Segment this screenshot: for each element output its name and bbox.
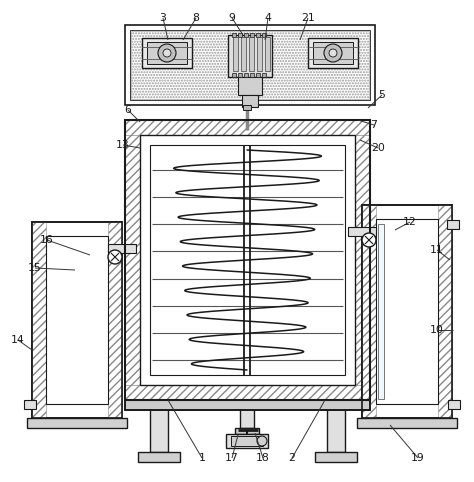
Text: 6: 6 bbox=[125, 105, 131, 115]
Bar bbox=[362, 205, 452, 418]
Circle shape bbox=[324, 44, 342, 62]
Text: 5: 5 bbox=[379, 90, 385, 100]
Bar bbox=[315, 452, 357, 462]
Bar bbox=[250, 33, 254, 37]
Bar bbox=[108, 244, 136, 253]
Text: 2: 2 bbox=[289, 453, 295, 463]
Bar bbox=[147, 42, 187, 64]
Bar bbox=[24, 400, 36, 409]
Bar bbox=[241, 37, 246, 71]
Text: 15: 15 bbox=[28, 263, 42, 273]
Circle shape bbox=[158, 44, 176, 62]
Bar bbox=[240, 400, 254, 428]
Text: 4: 4 bbox=[264, 13, 272, 23]
Bar bbox=[125, 25, 375, 105]
Circle shape bbox=[329, 49, 337, 57]
Polygon shape bbox=[362, 205, 376, 418]
Bar bbox=[327, 400, 345, 452]
Polygon shape bbox=[108, 222, 122, 418]
Bar bbox=[150, 145, 345, 375]
Bar bbox=[46, 236, 108, 404]
Bar bbox=[32, 222, 122, 418]
Text: 9: 9 bbox=[228, 13, 236, 23]
Polygon shape bbox=[140, 135, 150, 385]
Bar bbox=[142, 38, 192, 68]
Bar bbox=[238, 73, 242, 77]
Bar bbox=[27, 418, 127, 428]
Bar bbox=[232, 33, 236, 37]
Text: 13: 13 bbox=[116, 140, 130, 150]
Bar bbox=[233, 37, 238, 71]
Circle shape bbox=[163, 49, 171, 57]
Bar bbox=[362, 205, 452, 418]
Bar bbox=[262, 33, 266, 37]
Text: 14: 14 bbox=[11, 335, 25, 345]
Bar bbox=[378, 224, 384, 399]
Polygon shape bbox=[438, 205, 452, 418]
Text: 1: 1 bbox=[199, 453, 205, 463]
Bar bbox=[235, 428, 259, 434]
Polygon shape bbox=[125, 120, 370, 135]
Circle shape bbox=[362, 233, 376, 247]
Bar bbox=[256, 73, 260, 77]
Bar bbox=[244, 73, 248, 77]
Bar bbox=[238, 77, 262, 95]
Text: 12: 12 bbox=[403, 217, 417, 227]
Bar bbox=[448, 400, 460, 409]
Polygon shape bbox=[32, 222, 46, 418]
Polygon shape bbox=[125, 400, 370, 410]
Text: 8: 8 bbox=[192, 13, 200, 23]
Bar bbox=[250, 73, 254, 77]
Bar bbox=[378, 269, 436, 399]
Polygon shape bbox=[125, 385, 370, 400]
Bar bbox=[376, 219, 438, 404]
Bar bbox=[249, 37, 254, 71]
Text: 17: 17 bbox=[225, 453, 239, 463]
Bar bbox=[308, 38, 358, 68]
Bar bbox=[138, 452, 180, 462]
Bar bbox=[125, 120, 370, 400]
Bar bbox=[228, 35, 272, 77]
Bar bbox=[447, 220, 459, 229]
Bar bbox=[357, 418, 457, 428]
Bar bbox=[313, 42, 353, 64]
Bar bbox=[242, 95, 258, 107]
Bar bbox=[131, 31, 369, 99]
Polygon shape bbox=[125, 120, 140, 400]
Text: 7: 7 bbox=[371, 120, 377, 130]
Text: 21: 21 bbox=[301, 13, 315, 23]
Bar bbox=[243, 105, 251, 110]
Text: 18: 18 bbox=[256, 453, 270, 463]
Text: 16: 16 bbox=[40, 235, 54, 245]
Bar bbox=[226, 434, 268, 448]
Text: 19: 19 bbox=[411, 453, 425, 463]
Bar bbox=[150, 400, 168, 452]
Bar bbox=[231, 436, 263, 446]
Circle shape bbox=[108, 250, 122, 264]
Text: 10: 10 bbox=[430, 325, 444, 335]
Bar bbox=[238, 33, 242, 37]
Bar bbox=[348, 227, 376, 236]
Bar bbox=[244, 33, 248, 37]
Bar bbox=[32, 222, 122, 418]
Bar bbox=[48, 291, 106, 399]
Bar bbox=[140, 135, 355, 385]
Polygon shape bbox=[345, 135, 355, 385]
Bar bbox=[125, 400, 370, 410]
Bar bbox=[130, 30, 370, 100]
Bar bbox=[125, 400, 370, 410]
Text: 20: 20 bbox=[371, 143, 385, 153]
Bar bbox=[256, 33, 260, 37]
Text: 3: 3 bbox=[160, 13, 166, 23]
Bar bbox=[232, 73, 236, 77]
Bar bbox=[262, 73, 266, 77]
Polygon shape bbox=[355, 120, 370, 400]
Circle shape bbox=[257, 436, 267, 446]
Bar bbox=[257, 37, 262, 71]
Bar bbox=[265, 37, 270, 71]
Text: 11: 11 bbox=[430, 245, 444, 255]
